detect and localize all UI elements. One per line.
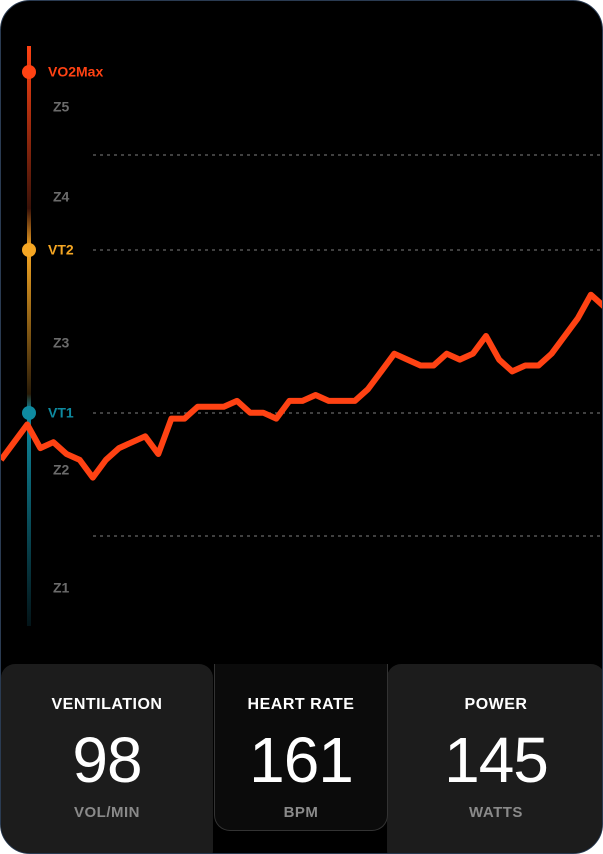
chart: VO2Max VT2 VT1 Z5 Z4 Z3 Z2 Z1	[1, 46, 602, 626]
zone-label: Z5	[53, 99, 70, 115]
metric-label: HEART RATE	[247, 696, 355, 713]
zone-label: Z2	[53, 462, 70, 478]
metric-label: POWER	[464, 696, 528, 713]
threshold-dot	[22, 243, 36, 257]
metric-card: POWER 145 WATTS	[387, 664, 602, 853]
zone-label: Z1	[53, 580, 70, 596]
metric-unit: WATTS	[469, 804, 523, 821]
metric-value: 145	[444, 724, 549, 796]
metric-card: HEART RATE 161 BPM	[214, 664, 388, 831]
metric-value: 161	[249, 724, 354, 796]
metric-card: VENTILATION 98 VOL/MIN	[1, 664, 213, 853]
threshold-label: VO2Max	[48, 64, 103, 80]
threshold-dot	[22, 406, 36, 420]
threshold-dot	[22, 65, 36, 79]
metric-value: 98	[72, 724, 142, 796]
metric-unit: VOL/MIN	[74, 804, 140, 821]
metric-label: VENTILATION	[51, 696, 163, 713]
zone-label: Z3	[53, 335, 70, 351]
threshold-label: VT1	[48, 405, 74, 421]
metric-unit: BPM	[283, 804, 319, 821]
zone-label: Z4	[53, 189, 70, 205]
threshold-label: VT2	[48, 242, 74, 258]
zone-bar	[27, 46, 31, 626]
heart-rate-line	[1, 291, 602, 481]
